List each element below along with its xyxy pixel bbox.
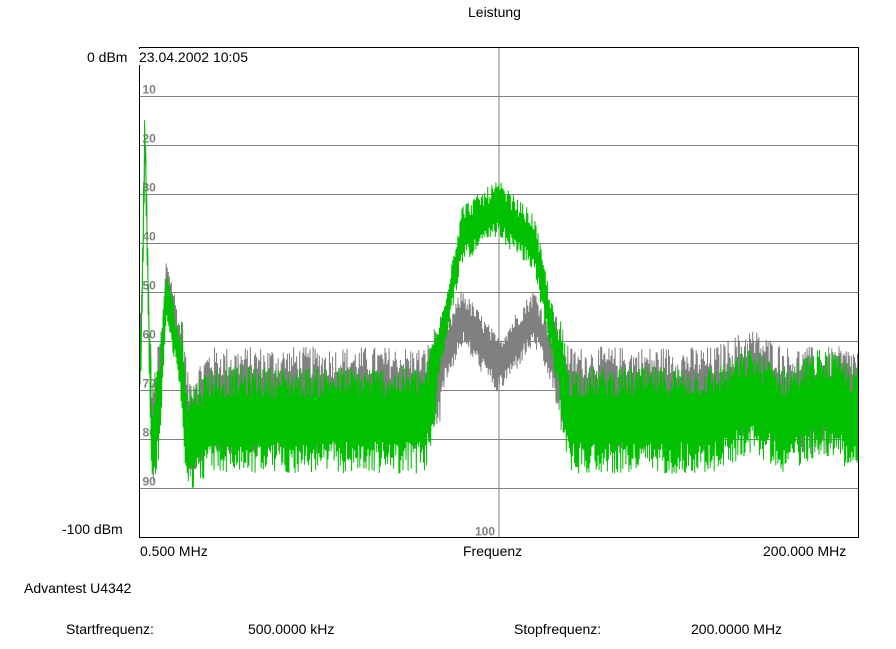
start-frequency-value: 500.0000 kHz	[248, 621, 335, 637]
y-tick-label: 20	[143, 132, 157, 146]
center-tick-label: 100	[475, 525, 495, 539]
start-frequency-label: Startfrequenz:	[66, 621, 154, 637]
y-bottom-label: -100 dBm	[62, 521, 123, 537]
y-tick-label: 10	[143, 83, 157, 97]
instrument-name: Advantest U4342	[24, 580, 132, 596]
timestamp: 23.04.2002 10:05	[139, 49, 250, 65]
stop-frequency-label: Stopfrequenz:	[514, 621, 602, 637]
stop-frequency-value: 200.0000 MHz	[691, 621, 783, 637]
x-end-label: 200.000 MHz	[763, 543, 847, 559]
plot-grid	[139, 47, 859, 538]
chart-title: Leistung	[468, 4, 521, 20]
y-top-label: 0 dBm	[87, 49, 128, 65]
traces	[139, 120, 859, 489]
x-axis-label: Frequenz	[463, 543, 523, 559]
y-tick-label: 50	[143, 279, 157, 293]
x-start-label: 0.500 MHz	[140, 543, 208, 559]
y-tick-label: 90	[143, 475, 157, 489]
trace-2	[139, 120, 859, 489]
plot-frame	[139, 47, 859, 538]
y-tick-label: 40	[143, 230, 157, 244]
y-tick-label: 70	[143, 377, 157, 391]
